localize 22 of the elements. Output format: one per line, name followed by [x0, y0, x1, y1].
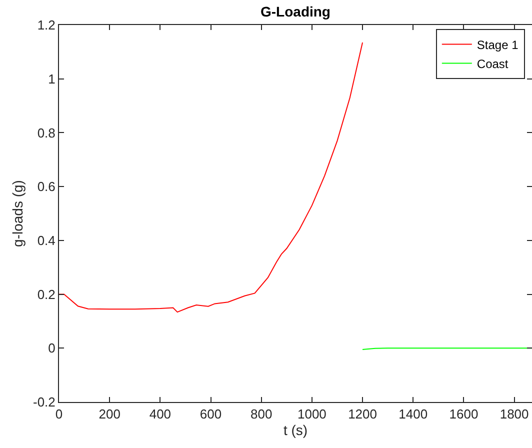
- y-tick-label: 1.2: [37, 18, 56, 33]
- y-axis-title: g-loads (g): [10, 180, 26, 247]
- y-tick-label: 1: [48, 71, 56, 86]
- x-tick-label: 800: [250, 406, 272, 422]
- y-tick-label: -0.2: [32, 394, 56, 410]
- x-axis-title: t (s): [283, 422, 308, 438]
- x-tick-label: 600: [200, 406, 222, 422]
- x-tick-label: 400: [149, 406, 172, 422]
- legend-label: Stage 1: [476, 38, 519, 52]
- x-tick-label: 1800: [500, 406, 529, 422]
- x-tick-label: 1000: [297, 406, 326, 422]
- x-tick-label: 1400: [398, 406, 428, 422]
- y-tick-label: 0.2: [37, 286, 56, 302]
- chart-title: G-Loading: [260, 4, 330, 20]
- y-tick-label: 0: [48, 340, 56, 356]
- y-tick-label: 0.6: [37, 179, 56, 194]
- x-tick-label: 200: [98, 406, 120, 422]
- x-tick-label: 1200: [348, 406, 377, 422]
- y-tick-label: 0.4: [37, 232, 56, 248]
- y-tick-label: 0.8: [37, 125, 56, 140]
- x-tick-label: 1600: [449, 406, 478, 422]
- legend-label: Coast: [476, 56, 509, 71]
